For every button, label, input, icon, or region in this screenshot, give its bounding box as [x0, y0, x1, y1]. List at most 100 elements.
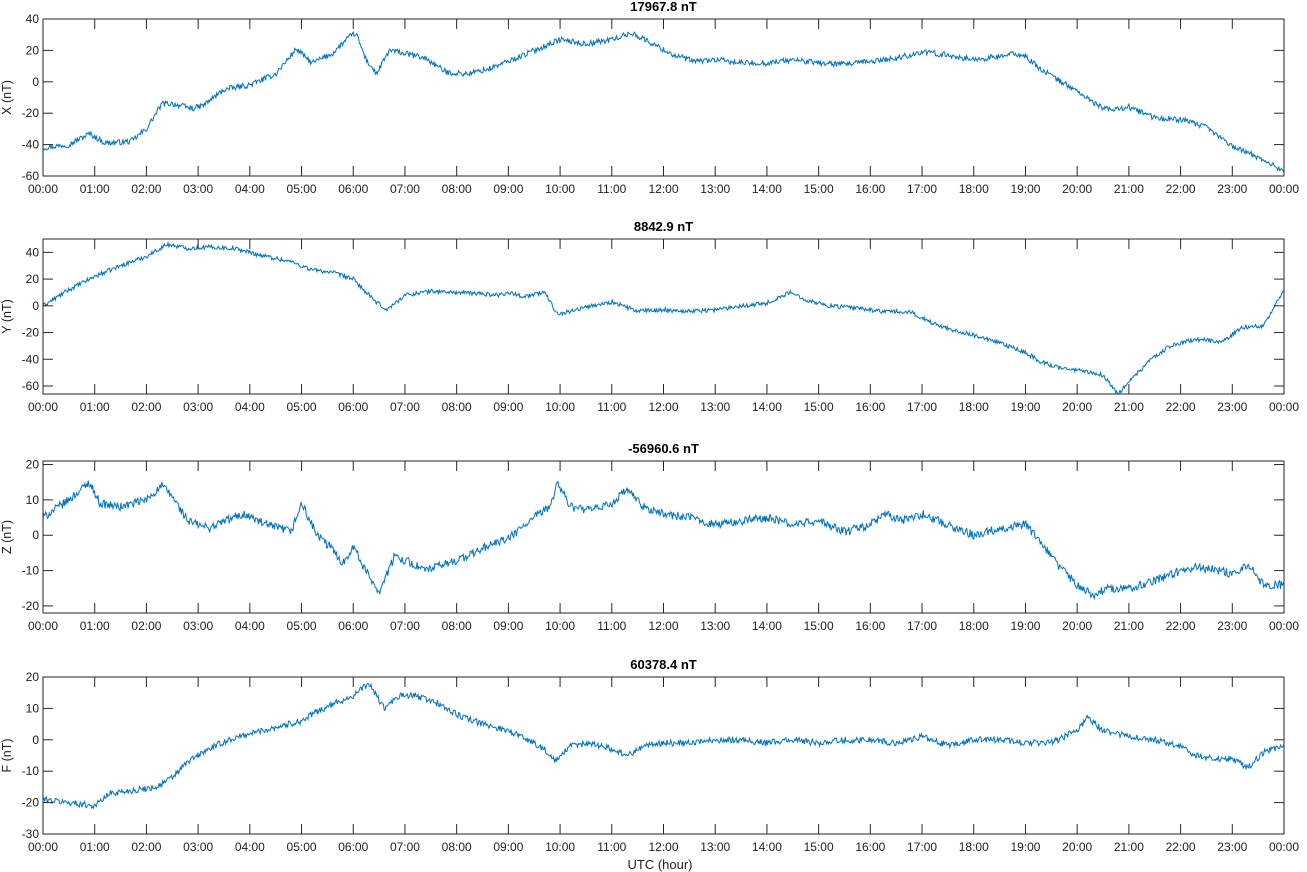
x-tick-label: 11:00 [597, 400, 626, 414]
chart-title: 8842.9 nT [634, 219, 693, 234]
x-tick-label: 08:00 [442, 182, 472, 196]
y-tick-label: 0 [32, 75, 39, 89]
x-tick-label: 23:00 [1217, 840, 1247, 854]
x-tick-label: 04:00 [235, 400, 265, 414]
x-tick-label: 19:00 [1010, 840, 1040, 854]
x-tick-label: 04:00 [235, 619, 265, 633]
x-tick-label: 12:00 [648, 619, 678, 633]
x-tick-label: 01:00 [80, 182, 110, 196]
x-tick-label: 20:00 [1062, 400, 1092, 414]
y-tick-label: -10 [22, 564, 40, 578]
y-axis-label: F (nT) [0, 738, 14, 772]
x-tick-label: 17:00 [907, 840, 937, 854]
x-tick-label: 06:00 [338, 619, 368, 633]
x-tick-label: 11:00 [597, 840, 626, 854]
x-tick-label: 01:00 [80, 840, 110, 854]
x-tick-label: 03:00 [183, 840, 213, 854]
y-axis-label: Y (nT) [0, 299, 14, 334]
x-tick-label: 09:00 [493, 400, 523, 414]
x-tick-label: 09:00 [493, 619, 523, 633]
y-tick-label: 40 [26, 12, 40, 26]
x-tick-label: 13:00 [700, 840, 730, 854]
x-tick-label: 19:00 [1010, 400, 1040, 414]
plot-area [43, 19, 1284, 176]
y-tick-label: -20 [22, 326, 40, 340]
x-tick-label: 06:00 [338, 400, 368, 414]
x-tick-label: 13:00 [700, 400, 730, 414]
x-tick-label: 02:00 [131, 619, 161, 633]
x-tick-label: 00:00 [28, 400, 58, 414]
x-tick-label: 07:00 [390, 840, 420, 854]
x-tick-label: 02:00 [131, 400, 161, 414]
x-tick-label: 15:00 [804, 619, 834, 633]
y-tick-label: -20 [22, 106, 40, 120]
x-tick-label: 21:00 [1114, 840, 1144, 854]
series-line [42, 480, 1285, 601]
y-tick-label: 20 [26, 458, 40, 472]
x-tick-label: 07:00 [390, 182, 420, 196]
x-tick-label: 16:00 [855, 619, 885, 633]
y-tick-label: 0 [32, 528, 39, 542]
x-tick-label: 19:00 [1010, 182, 1040, 196]
x-tick-label: 16:00 [855, 182, 885, 196]
x-tick-label: 14:00 [752, 400, 782, 414]
y-tick-label: -40 [22, 138, 40, 152]
x-tick-label: 00:00 [28, 619, 58, 633]
y-tick-label: 0 [32, 299, 39, 313]
x-tick-label: 14:00 [752, 182, 782, 196]
x-tick-label: 23:00 [1217, 400, 1247, 414]
x-tick-label: 04:00 [235, 840, 265, 854]
y-tick-label: 20 [26, 670, 40, 684]
y-tick-label: 20 [26, 43, 40, 57]
plot-area [43, 677, 1284, 834]
chart-title: 60378.4 nT [630, 657, 697, 672]
x-tick-label: 10:00 [545, 182, 575, 196]
y-tick-label: 40 [26, 245, 40, 259]
x-tick-label: 20:00 [1062, 182, 1092, 196]
x-tick-label: 03:00 [183, 182, 213, 196]
x-tick-label: 08:00 [442, 400, 472, 414]
x-tick-label: 15:00 [804, 182, 834, 196]
plot-area [43, 461, 1284, 613]
chart-panel-3: 00:00 01:00 02:00 03:00 04:00 05:00 06:00 07:00… [0, 441, 1299, 633]
x-tick-label: 05:00 [287, 619, 317, 633]
x-tick-label: 22:00 [1166, 400, 1196, 414]
x-tick-label: 14:00 [752, 840, 782, 854]
y-tick-label: -20 [22, 796, 40, 810]
y-tick-label: 20 [26, 272, 40, 286]
x-tick-label: 01:00 [80, 619, 110, 633]
x-tick-label: 22:00 [1166, 182, 1196, 196]
x-tick-label: 17:00 [907, 400, 937, 414]
x-tick-label: 13:00 [700, 182, 730, 196]
series-line [42, 682, 1285, 810]
y-tick-label: -60 [22, 379, 40, 393]
x-tick-label: 21:00 [1114, 400, 1144, 414]
x-tick-label: 13:00 [700, 619, 730, 633]
y-tick-label: -10 [22, 764, 40, 778]
x-tick-label: 18:00 [959, 182, 989, 196]
x-tick-label: 07:00 [390, 619, 420, 633]
y-tick-label: 10 [26, 701, 40, 715]
x-tick-label: 18:00 [959, 840, 989, 854]
x-tick-label: 04:00 [235, 182, 265, 196]
x-tick-label: 21:00 [1114, 619, 1144, 633]
x-tick-label: 00:00 [1269, 400, 1299, 414]
x-tick-label: 12:00 [648, 400, 678, 414]
y-tick-label: 10 [26, 493, 40, 507]
x-tick-label: 10:00 [545, 400, 575, 414]
chart-panel-1: 00:00 01:00 02:00 03:00 04:00 05:00 06:00 07:00… [0, 0, 1299, 196]
y-axis-label: X (nT) [0, 80, 14, 115]
x-axis-label: UTC (hour) [627, 857, 692, 872]
x-tick-label: 18:00 [959, 400, 989, 414]
x-tick-label: 06:00 [338, 182, 368, 196]
x-tick-label: 23:00 [1217, 619, 1247, 633]
x-tick-label: 12:00 [648, 182, 678, 196]
x-tick-label: 05:00 [287, 840, 317, 854]
x-tick-label: 11:00 [597, 182, 626, 196]
chart-panel-4: 00:00 01:00 02:00 03:00 04:00 05:00 06:00 07:00… [0, 657, 1299, 854]
x-tick-label: 16:00 [855, 400, 885, 414]
x-tick-label: 22:00 [1166, 840, 1196, 854]
x-tick-label: 20:00 [1062, 619, 1092, 633]
x-tick-label: 00:00 [1269, 619, 1299, 633]
